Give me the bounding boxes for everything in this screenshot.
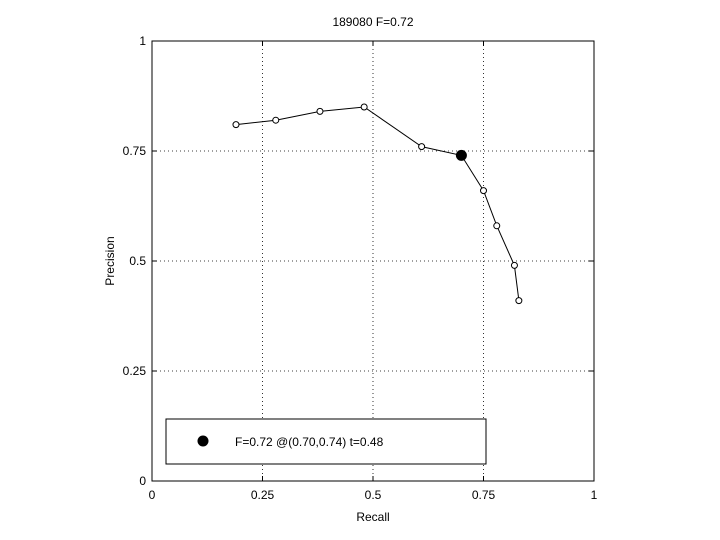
- pr-curve-line: [235, 106, 520, 301]
- y-tick-label: 0.75: [123, 144, 147, 158]
- x-tick-label: 0.25: [251, 488, 275, 502]
- grid-layer: [152, 41, 594, 481]
- x-tick-label: 1: [591, 488, 598, 502]
- data-point: [232, 121, 240, 129]
- legend-box: [165, 418, 487, 465]
- data-point: [360, 103, 368, 111]
- data-point: [493, 222, 501, 230]
- y-tick-label: 0.5: [129, 254, 146, 268]
- data-point: [480, 187, 487, 195]
- legend-text: F=0.72 @(0.70,0.74) t=0.48: [235, 435, 384, 449]
- data-point: [272, 116, 280, 124]
- data-point: [510, 261, 518, 269]
- data-point: [515, 297, 523, 305]
- legend: F=0.72 @(0.70,0.74) t=0.48: [165, 418, 487, 465]
- y-tick-label: 0.25: [123, 364, 147, 378]
- y-tick-label: 1: [139, 34, 146, 48]
- y-tick-label: 0: [139, 474, 146, 488]
- best-f-point: [455, 149, 467, 161]
- series-layer: [232, 103, 523, 305]
- y-axis-label: Precision: [103, 236, 117, 285]
- x-tick-label: 0: [149, 488, 156, 502]
- x-tick-label: 0.75: [472, 488, 496, 502]
- data-point: [418, 143, 426, 151]
- x-tick-label: 0.5: [365, 488, 382, 502]
- chart-title: 189080 F=0.72: [332, 15, 413, 29]
- data-point: [316, 107, 324, 115]
- x-axis-label: Recall: [356, 510, 389, 524]
- tick-layer: 0 0.25 0.5 0.75 1 0 0.25 0.5 0.75 1: [123, 34, 598, 502]
- legend-marker: [197, 435, 209, 447]
